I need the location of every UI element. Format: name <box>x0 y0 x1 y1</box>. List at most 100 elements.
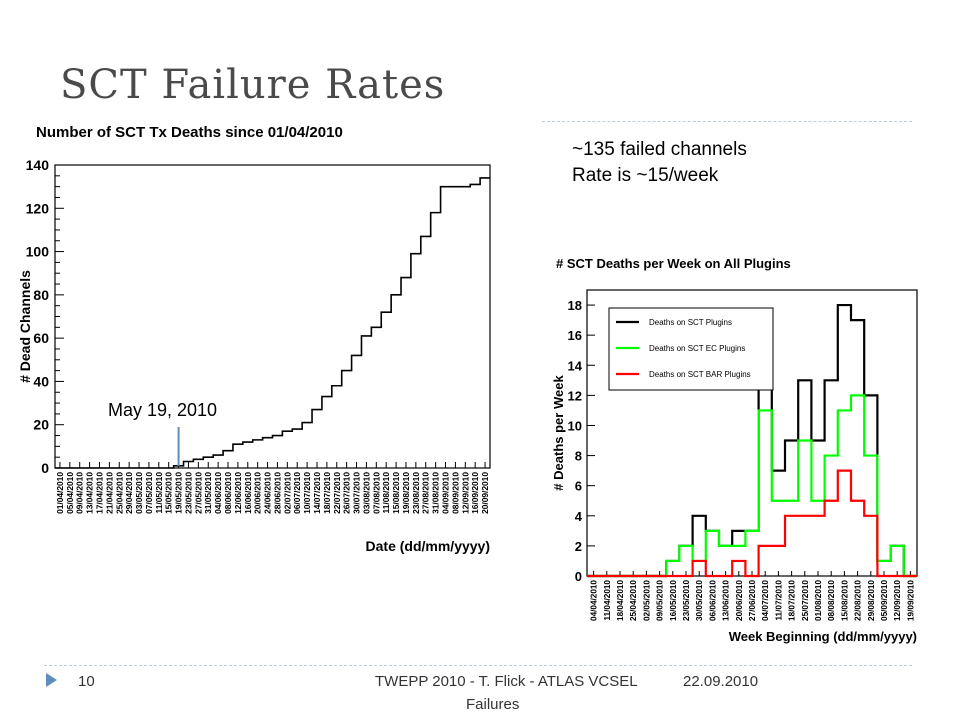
x-tick-label: 06/06/2010 <box>708 580 717 621</box>
annotation-label: May 19, 2010 <box>108 400 217 420</box>
legend-label-0: Deaths on SCT Plugins <box>649 318 732 327</box>
x-tick-label: 17/04/2010 <box>94 472 104 514</box>
x-tick-label: 15/08/2010 <box>840 580 849 621</box>
x-tick-label: 26/07/2010 <box>342 472 352 514</box>
y-tick-label: 0 <box>575 569 582 584</box>
slide-title: SCT Failure Rates <box>60 62 446 108</box>
footer-text: TWEPP 2010 - T. Flick - ATLAS VCSEL <box>375 673 638 690</box>
footer-text-line2: Failures <box>466 696 520 713</box>
y-axis-label: # Deaths per Week <box>551 375 566 491</box>
right-chart-title: # SCT Deaths per Week on All Plugins <box>556 256 791 271</box>
x-tick-label: 04/04/2010 <box>590 580 599 621</box>
x-tick-label: 27/05/2010 <box>193 472 203 514</box>
y-tick-label: 40 <box>33 373 49 389</box>
x-tick-label: 09/05/2010 <box>656 580 665 621</box>
x-tick-label: 25/04/2010 <box>114 472 124 514</box>
y-tick-label: 2 <box>575 539 582 554</box>
x-tick-label: 27/06/2010 <box>748 580 757 621</box>
x-tick-label: 10/07/2010 <box>302 472 312 514</box>
x-tick-label: 09/04/2010 <box>75 472 85 514</box>
x-tick-label: 22/07/2010 <box>332 472 342 514</box>
x-tick-label: 30/07/2010 <box>352 472 362 514</box>
series-line-2 <box>587 469 917 578</box>
x-tick-label: 02/07/2010 <box>282 472 292 514</box>
x-tick-label: 01/04/2010 <box>55 472 65 514</box>
x-axis-label: Week Beginning (dd/mm/yyyy) <box>729 629 917 644</box>
footer-date: 22.09.2010 <box>683 673 759 690</box>
x-tick-label: 07/08/2010 <box>371 472 381 514</box>
legend-label-1: Deaths on SCT EC Plugins <box>649 344 745 353</box>
left-chart-title: Number of SCT Tx Deaths since 01/04/2010 <box>36 124 343 141</box>
x-tick-label: 16/05/2010 <box>669 580 678 621</box>
x-tick-label: 16/09/2010 <box>470 472 480 514</box>
x-tick-label: 19/08/2010 <box>401 472 411 514</box>
x-tick-label: 04/09/2010 <box>441 472 451 514</box>
y-tick-label: 10 <box>568 418 582 433</box>
x-tick-label: 31/05/2010 <box>203 472 213 514</box>
footer-divider <box>44 665 912 666</box>
x-tick-label: 15/05/2010 <box>164 472 174 514</box>
x-tick-label: 04/06/2010 <box>213 472 223 514</box>
x-tick-label: 27/08/2010 <box>421 472 431 514</box>
y-tick-label: 80 <box>33 287 49 303</box>
x-tick-label: 20/06/2010 <box>253 472 263 514</box>
x-tick-label: 25/04/2010 <box>629 580 638 621</box>
x-tick-label: 25/07/2010 <box>801 580 810 621</box>
y-tick-label: 18 <box>568 298 582 313</box>
series-line-1 <box>587 394 917 578</box>
x-tick-label: 12/06/2010 <box>233 472 243 514</box>
y-tick-label: 6 <box>575 479 582 494</box>
x-tick-label: 12/09/2010 <box>460 472 470 514</box>
x-tick-label: 11/05/2010 <box>154 472 164 514</box>
x-tick-label: 12/09/2010 <box>893 580 902 621</box>
x-tick-label: 08/08/2010 <box>827 580 836 621</box>
x-tick-label: 06/07/2010 <box>292 472 302 514</box>
failed-channels-note: ~135 failed channels <box>572 139 747 160</box>
x-tick-label: 30/05/2010 <box>695 580 704 621</box>
x-tick-label: 18/07/2010 <box>322 472 332 514</box>
x-tick-label: 18/07/2010 <box>788 580 797 621</box>
x-tick-label: 22/08/2010 <box>854 580 863 621</box>
x-tick-label: 08/09/2010 <box>450 472 460 514</box>
x-tick-label: 11/04/2010 <box>603 580 612 621</box>
bullet-icon <box>46 673 57 687</box>
y-tick-label: 0 <box>41 460 49 476</box>
legend-label-2: Deaths on SCT BAR Plugins <box>649 370 751 379</box>
y-tick-label: 16 <box>568 328 582 343</box>
y-axis-label: # Dead Channels <box>17 270 33 383</box>
x-tick-label: 15/08/2010 <box>391 472 401 514</box>
x-tick-label: 13/04/2010 <box>85 472 95 514</box>
x-tick-label: 16/06/2010 <box>243 472 253 514</box>
x-tick-label: 13/06/2010 <box>722 580 731 621</box>
y-tick-label: 12 <box>568 388 582 403</box>
y-tick-label: 4 <box>575 509 583 524</box>
header-divider <box>542 121 912 122</box>
x-tick-label: 24/06/2010 <box>263 472 273 514</box>
x-tick-label: 14/07/2010 <box>312 472 322 514</box>
y-tick-label: 140 <box>26 157 50 173</box>
x-tick-label: 11/07/2010 <box>774 580 783 621</box>
y-tick-label: 120 <box>26 200 50 216</box>
x-tick-label: 20/09/2010 <box>480 472 490 514</box>
x-tick-label: 05/04/2010 <box>65 472 75 514</box>
page-number: 10 <box>78 673 95 690</box>
x-tick-label: 03/05/2010 <box>134 472 144 514</box>
x-tick-label: 23/05/2010 <box>183 472 193 514</box>
x-tick-label: 29/04/2010 <box>124 472 134 514</box>
x-tick-label: 03/08/2010 <box>361 472 371 514</box>
y-tick-label: 14 <box>568 358 583 373</box>
x-tick-label: 19/09/2010 <box>906 580 915 621</box>
rate-note: Rate is ~15/week <box>572 165 719 186</box>
x-tick-label: 02/05/2010 <box>642 580 651 621</box>
y-tick-label: 8 <box>575 449 582 464</box>
x-tick-label: 05/09/2010 <box>880 580 889 621</box>
y-tick-label: 20 <box>33 417 49 433</box>
x-tick-label: 21/04/2010 <box>104 472 114 514</box>
x-tick-label: 23/05/2010 <box>682 580 691 621</box>
x-tick-label: 19/05/2010 <box>174 472 184 514</box>
x-tick-label: 01/08/2010 <box>814 580 823 621</box>
x-tick-label: 08/06/2010 <box>223 472 233 514</box>
x-tick-label: 20/06/2010 <box>735 580 744 621</box>
